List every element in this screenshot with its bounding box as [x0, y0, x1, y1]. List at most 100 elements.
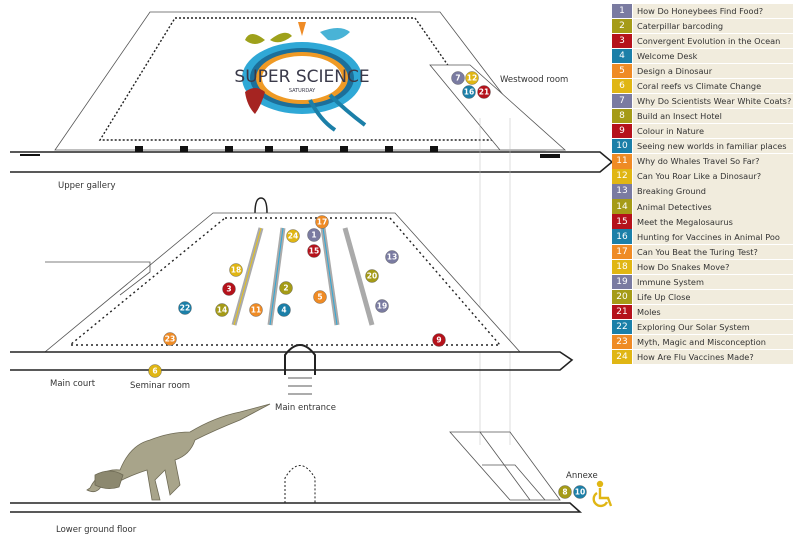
- lower-ground-floor-label: Lower ground floor: [56, 525, 137, 535]
- legend-label: Hunting for Vaccines in Animal Poo: [633, 229, 793, 244]
- activity-marker-11: 11: [249, 303, 263, 317]
- legend-label: Convergent Evolution in the Ocean: [633, 34, 793, 49]
- legend-item: 4 Welcome Desk: [612, 49, 793, 64]
- marker-circle: [307, 244, 321, 258]
- marker-number: 22: [180, 304, 190, 313]
- legend-number: 15: [612, 214, 632, 229]
- legend-item: 6 Coral reefs vs Climate Change: [612, 79, 793, 94]
- legend-number: 7: [612, 94, 632, 109]
- activity-marker-1: 1: [307, 228, 321, 242]
- activity-marker-18: 18: [229, 263, 243, 277]
- marker-circle: [178, 301, 192, 315]
- legend-label: Myth, Magic and Misconception: [633, 334, 793, 349]
- legend-label: Caterpillar barcoding: [633, 19, 793, 34]
- marker-number: 6: [152, 367, 157, 376]
- legend-label: Design a Dinosaur: [633, 64, 793, 79]
- legend-item: 9 Colour in Nature: [612, 124, 793, 139]
- marker-number: 23: [165, 335, 175, 344]
- marker-circle: [432, 333, 446, 347]
- activity-marker-12: 12: [465, 71, 479, 85]
- marker-number: 12: [467, 74, 477, 83]
- legend-label: Why Do Scientists Wear White Coats?: [633, 94, 793, 109]
- activity-markers: 7 12 16 21 17 24 1 15 13 18 20 3 2 5 22 14 11 4 19 23 9 6 8 10: [148, 71, 587, 499]
- marker-circle: [163, 332, 177, 346]
- legend-number: 4: [612, 49, 632, 64]
- activity-marker-9: 9: [432, 333, 446, 347]
- activity-marker-7: 7: [451, 71, 465, 85]
- legend-item: 16 Hunting for Vaccines in Animal Poo: [612, 229, 793, 244]
- activity-marker-10: 10: [573, 485, 587, 499]
- activity-marker-23: 23: [163, 332, 177, 346]
- legend-number: 5: [612, 64, 632, 79]
- marker-circle: [229, 263, 243, 277]
- activity-marker-21: 21: [477, 85, 491, 99]
- annexe-label: Annexe: [566, 471, 598, 481]
- legend-number: 18: [612, 259, 632, 274]
- seminar-room-label: Seminar room: [130, 381, 190, 391]
- activity-marker-2: 2: [279, 281, 293, 295]
- legend-label: Coral reefs vs Climate Change: [633, 79, 793, 94]
- marker-circle: [286, 229, 300, 243]
- legend-number: 9: [612, 124, 632, 139]
- marker-circle: [365, 269, 379, 283]
- legend-item: 23 Myth, Magic and Misconception: [612, 334, 793, 349]
- legend-label: How Do Snakes Move?: [633, 259, 793, 274]
- legend-number: 13: [612, 184, 632, 199]
- marker-number: 2: [283, 284, 288, 293]
- legend-item: 15 Meet the Megalosaurus: [612, 214, 793, 229]
- marker-number: 1: [311, 231, 316, 240]
- legend-item: 5 Design a Dinosaur: [612, 64, 793, 79]
- legend-label: Colour in Nature: [633, 124, 793, 139]
- upper-gallery-label: Upper gallery: [58, 181, 116, 191]
- activity-legend: 1 How Do Honeybees Find Food? 2 Caterpillar…: [612, 4, 793, 365]
- wheelchair-icon: [592, 480, 613, 508]
- marker-circle: [462, 85, 476, 99]
- westwood-room-label: Westwood room: [500, 75, 568, 85]
- legend-number: 14: [612, 199, 632, 214]
- legend-item: 7 Why Do Scientists Wear White Coats?: [612, 94, 793, 109]
- marker-number: 24: [288, 232, 298, 241]
- activity-marker-15: 15: [307, 244, 321, 258]
- marker-number: 15: [309, 247, 319, 256]
- legend-label: Meet the Megalosaurus: [633, 214, 793, 229]
- legend-item: 20 Life Up Close: [612, 289, 793, 304]
- legend-number: 3: [612, 34, 632, 49]
- legend-item: 12 Can You Roar Like a Dinosaur?: [612, 169, 793, 184]
- marker-number: 21: [479, 88, 489, 97]
- marker-circle: [313, 290, 327, 304]
- marker-circle: [465, 71, 479, 85]
- legend-number: 2: [612, 19, 632, 34]
- marker-number: 8: [562, 488, 567, 497]
- legend-number: 24: [612, 349, 632, 364]
- legend-number: 20: [612, 289, 632, 304]
- marker-number: 20: [367, 272, 377, 281]
- t-rex-skeleton: [86, 403, 271, 501]
- legend-item: 2 Caterpillar barcoding: [612, 19, 793, 34]
- activity-marker-16: 16: [462, 85, 476, 99]
- marker-number: 9: [436, 336, 441, 345]
- marker-circle: [279, 281, 293, 295]
- activity-marker-6: 6: [148, 364, 162, 378]
- marker-circle: [148, 364, 162, 378]
- legend-item: 18 How Do Snakes Move?: [612, 259, 793, 274]
- marker-number: 16: [464, 88, 474, 97]
- legend-item: 22 Exploring Our Solar System: [612, 319, 793, 334]
- marker-number: 14: [217, 306, 227, 315]
- legend-label: Moles: [633, 304, 793, 319]
- legend-item: 10 Seeing new worlds in familiar places: [612, 139, 793, 154]
- legend-label: Immune System: [633, 274, 793, 289]
- legend-label: Why do Whales Travel So Far?: [633, 154, 793, 169]
- marker-circle: [277, 303, 291, 317]
- marker-circle: [385, 250, 399, 264]
- activity-marker-19: 19: [375, 299, 389, 313]
- legend-item: 11 Why do Whales Travel So Far?: [612, 154, 793, 169]
- marker-circle: [477, 85, 491, 99]
- legend-item: 13 Breaking Ground: [612, 184, 793, 199]
- main-entrance-label: Main entrance: [275, 403, 336, 413]
- lower-ground-floor: [10, 431, 583, 513]
- marker-circle: [215, 303, 229, 317]
- legend-label: Can You Roar Like a Dinosaur?: [633, 169, 793, 184]
- legend-label: Seeing new worlds in familiar places: [633, 139, 793, 154]
- legend-item: 8 Build an Insect Hotel: [612, 109, 793, 124]
